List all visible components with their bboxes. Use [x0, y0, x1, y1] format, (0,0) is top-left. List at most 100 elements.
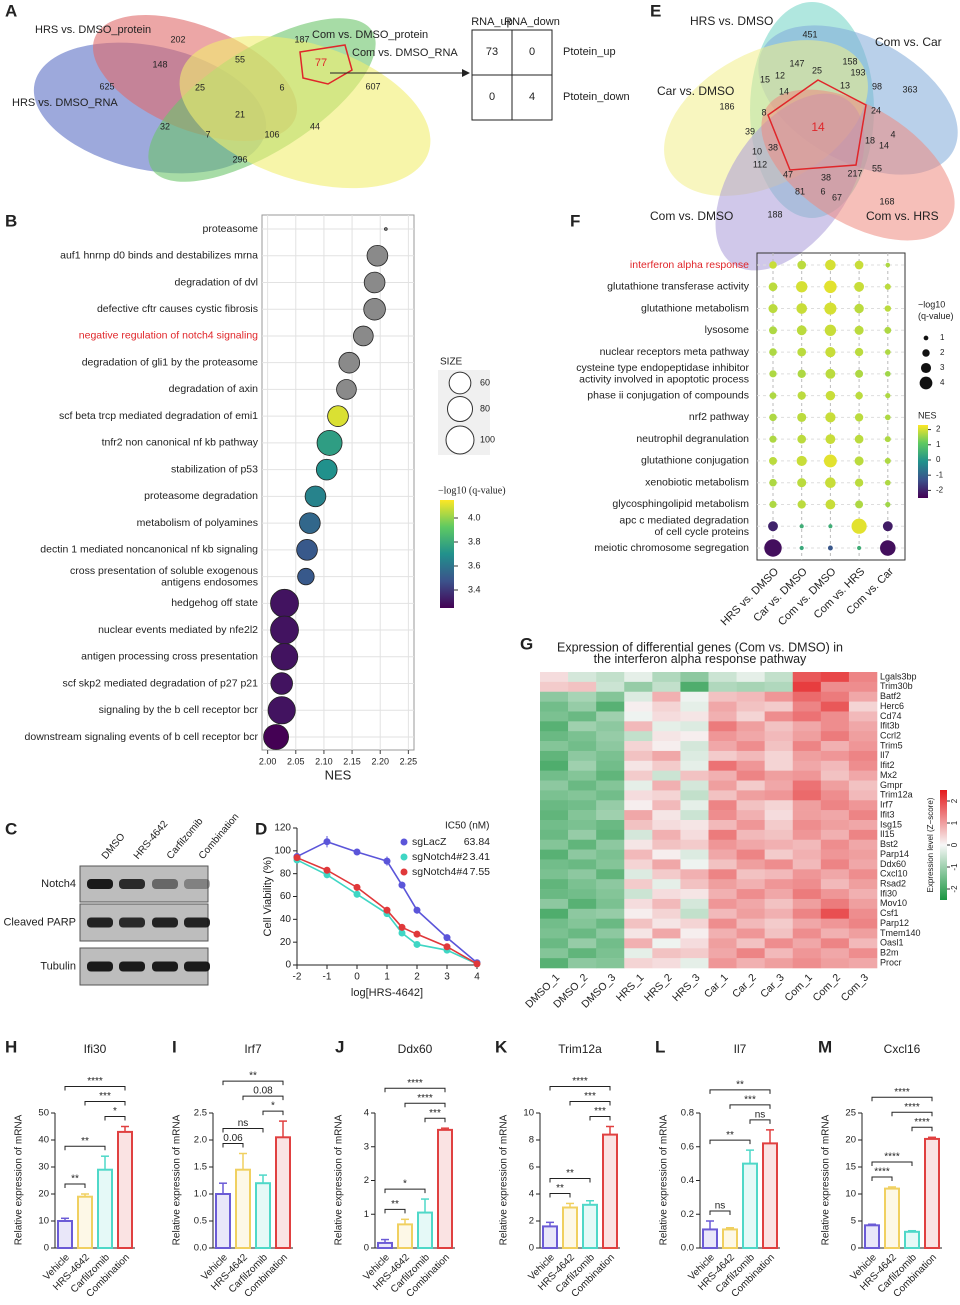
blot-band: [184, 961, 210, 972]
dot: [854, 434, 864, 444]
dot: [854, 325, 864, 335]
heatmap-cell: [848, 790, 878, 801]
heatmap-cell: [764, 839, 794, 850]
venn-count: 21: [235, 109, 245, 119]
dot: [796, 281, 808, 293]
heatmap-cell: [596, 898, 625, 910]
y-axis-label: Relative expression of mRNA: [659, 1114, 670, 1245]
significance-label: **: [736, 1080, 744, 1091]
bar: [235, 1168, 251, 1249]
venn-count: 158: [842, 56, 857, 66]
table-a-grid: [471, 29, 553, 121]
x-tick-label: 4: [474, 972, 480, 983]
heatmap-cell: [568, 938, 597, 949]
dot: [854, 413, 864, 422]
heatmap-cell: [568, 750, 597, 762]
heatmap-cell: [568, 810, 597, 821]
significance-label: *: [113, 1106, 117, 1117]
heatmap-cell: [624, 918, 653, 929]
heatmap-cell: [764, 750, 794, 762]
heatmap-cell: [568, 829, 597, 841]
y-tick-label: 15: [845, 1162, 856, 1173]
significance-bracket: [709, 1210, 731, 1215]
heatmap-cell: [820, 741, 850, 752]
dot: [796, 303, 807, 314]
heatmap-cell: [652, 672, 681, 683]
heatmap-cell: [848, 859, 878, 870]
heatmap-cell: [624, 701, 653, 712]
heatmap-cell: [820, 918, 850, 929]
heatmap-cell: [680, 849, 709, 860]
significance-bracket: [222, 1128, 264, 1133]
heatmap-cell: [540, 908, 569, 919]
heatmap-cell: [680, 800, 709, 811]
significance-bracket: [891, 1111, 933, 1117]
heatmap-cell: [540, 681, 569, 693]
heatmap-cell: [652, 780, 681, 791]
heatmap-cell: [568, 691, 597, 702]
point: [413, 940, 421, 948]
heatmap-cell: [596, 760, 625, 771]
term-label: glutathione transferase activity: [607, 281, 750, 293]
heatmap-cell: [540, 928, 569, 939]
y-axis-label: Relative expression of mRNA: [499, 1114, 510, 1245]
heatmap-cell: [820, 721, 850, 732]
heatmap-cell: [568, 879, 597, 890]
blot-band: [152, 917, 178, 928]
dot: [884, 349, 891, 355]
heatmap-cell: [596, 908, 625, 919]
x-tick-label: 2.05: [287, 756, 305, 766]
table-cell: 4: [529, 91, 535, 103]
heatmap-cell: [596, 849, 625, 860]
dot: [884, 305, 892, 312]
heatmap-cell: [568, 760, 597, 771]
heatmap-cell: [540, 691, 569, 702]
heatmap-cell: [624, 681, 653, 693]
venn-count: 106: [264, 129, 279, 139]
dot: [854, 303, 864, 314]
gene-label: Cxcl10: [880, 869, 908, 879]
venn-count: 39: [745, 126, 755, 136]
y-tick-label: 0.6: [681, 1141, 694, 1152]
heatmap-cell: [540, 958, 569, 969]
heatmap-cell: [708, 898, 737, 910]
significance-bracket: [569, 1101, 611, 1106]
significance-bracket: [222, 1080, 284, 1086]
dot: [363, 297, 386, 321]
heatmap-cell: [540, 889, 569, 900]
significance-bracket: [222, 1143, 244, 1148]
heatmap-cell: [736, 790, 765, 801]
dot: [885, 262, 891, 268]
gene-label: Ccrl2: [880, 731, 901, 741]
heatmap-cell: [568, 681, 597, 693]
term-label: negative regulation of notch4 signaling: [79, 330, 258, 342]
x-tick-label: 2.15: [343, 756, 361, 766]
significance-label: **: [249, 1071, 257, 1082]
venn-count: 14: [811, 120, 825, 134]
y-tick-label: 6: [529, 1162, 534, 1173]
venn-count: 10: [752, 146, 762, 156]
colorbar: [440, 500, 454, 608]
size-legend-label: 3: [940, 363, 945, 372]
heatmap-cell: [652, 879, 681, 890]
venn-count: 67: [832, 192, 842, 202]
gene-label: Batf2: [880, 691, 901, 701]
heatmap-cell: [736, 731, 765, 742]
point: [383, 906, 391, 914]
term-label: proteasome degradation: [144, 490, 258, 502]
heatmap-cell: [848, 829, 878, 841]
significance-bracket: [262, 1110, 284, 1116]
heatmap-cell: [680, 721, 709, 732]
colorbar-tick-label: 0: [950, 842, 959, 847]
heatmap-cell: [820, 750, 850, 762]
heatmap-cell: [820, 790, 850, 801]
colorbar-tick-label: -2: [936, 486, 944, 495]
heatmap-cell: [680, 908, 709, 919]
heatmap-cell: [596, 701, 625, 712]
heatmap-cell: [848, 701, 878, 712]
panel-label: H: [5, 1037, 17, 1056]
size-legend-label: 1: [940, 333, 945, 342]
heatmap-cell: [624, 859, 653, 870]
heatmap-cell: [708, 731, 737, 742]
dot: [797, 369, 806, 379]
